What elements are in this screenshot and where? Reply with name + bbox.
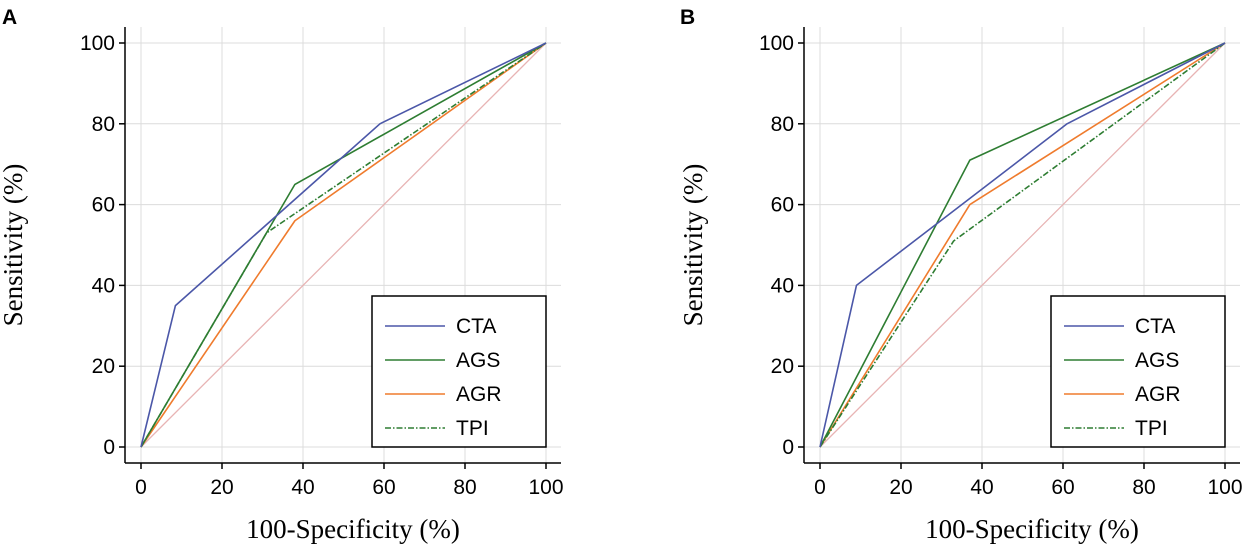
legend-label-agr: AGR [456, 383, 502, 406]
x-tick-label: 0 [814, 476, 826, 499]
series-line-tpi [819, 42, 1226, 448]
y-axis-title: Sensitivity (%) [0, 164, 28, 327]
legend-label-ags: AGS [1135, 349, 1179, 372]
legend-label-tpi: TPI [456, 417, 489, 440]
legend: CTA AGS AGR TPI [1050, 295, 1226, 448]
gridlines [125, 27, 561, 463]
x-tick-label: 100 [1207, 476, 1242, 499]
x-tick-label: 80 [453, 476, 476, 499]
y-tick-label: 20 [771, 355, 794, 378]
legend-box [371, 295, 547, 448]
panel-b: B 0 20 40 60 80 100 0 20 40 60 80 100 100-Specificity… [678, 6, 1243, 544]
panel-a: A 0 20 40 60 80 100 0 20 40 60 80 100 100-Specificity… [0, 6, 564, 544]
y-tick-label: 80 [771, 113, 794, 136]
x-axis-title: 100-Specificity (%) [246, 514, 460, 544]
y-tick-label: 100 [759, 32, 794, 55]
x-tick-label: 40 [291, 476, 314, 499]
x-tick-label: 60 [372, 476, 395, 499]
y-axis-title: Sensitivity (%) [678, 164, 708, 327]
series-line-ags [819, 42, 1226, 448]
panel-letter: B [680, 6, 695, 29]
legend-label-tpi: TPI [1135, 417, 1168, 440]
x-tick-label: 80 [1132, 476, 1155, 499]
y-tick-label: 20 [92, 355, 115, 378]
reference-diagonal-line [819, 42, 1226, 448]
y-tick-label: 0 [103, 436, 115, 459]
legend-label-ags: AGS [456, 349, 500, 372]
legend-box [1050, 295, 1226, 448]
panel-letter: A [2, 6, 17, 29]
series-line-tpi [140, 42, 547, 448]
legend-label-cta: CTA [1135, 315, 1175, 338]
legend: CTA AGS AGR TPI [371, 295, 547, 448]
legend-label-cta: CTA [456, 315, 496, 338]
y-tick-label: 60 [92, 194, 115, 217]
y-tick-label: 0 [782, 436, 794, 459]
x-tick-label: 20 [889, 476, 912, 499]
x-tick-label: 60 [1051, 476, 1074, 499]
series-line-agr [140, 42, 547, 448]
y-tick-label: 60 [771, 194, 794, 217]
x-tick-label: 0 [135, 476, 147, 499]
legend-label-agr: AGR [1135, 383, 1181, 406]
series-line-cta [140, 42, 547, 448]
x-tick-label: 20 [210, 476, 233, 499]
y-tick-label: 100 [80, 32, 115, 55]
x-axis-title: 100-Specificity (%) [925, 514, 1139, 544]
reference-diagonal-line [140, 42, 547, 448]
x-tick-label: 40 [970, 476, 993, 499]
y-tick-label: 80 [92, 113, 115, 136]
y-tick-label: 40 [771, 274, 794, 297]
series-line-cta [819, 42, 1226, 448]
y-tick-label: 40 [92, 274, 115, 297]
x-tick-label: 100 [528, 476, 563, 499]
series-line-agr [819, 42, 1226, 448]
